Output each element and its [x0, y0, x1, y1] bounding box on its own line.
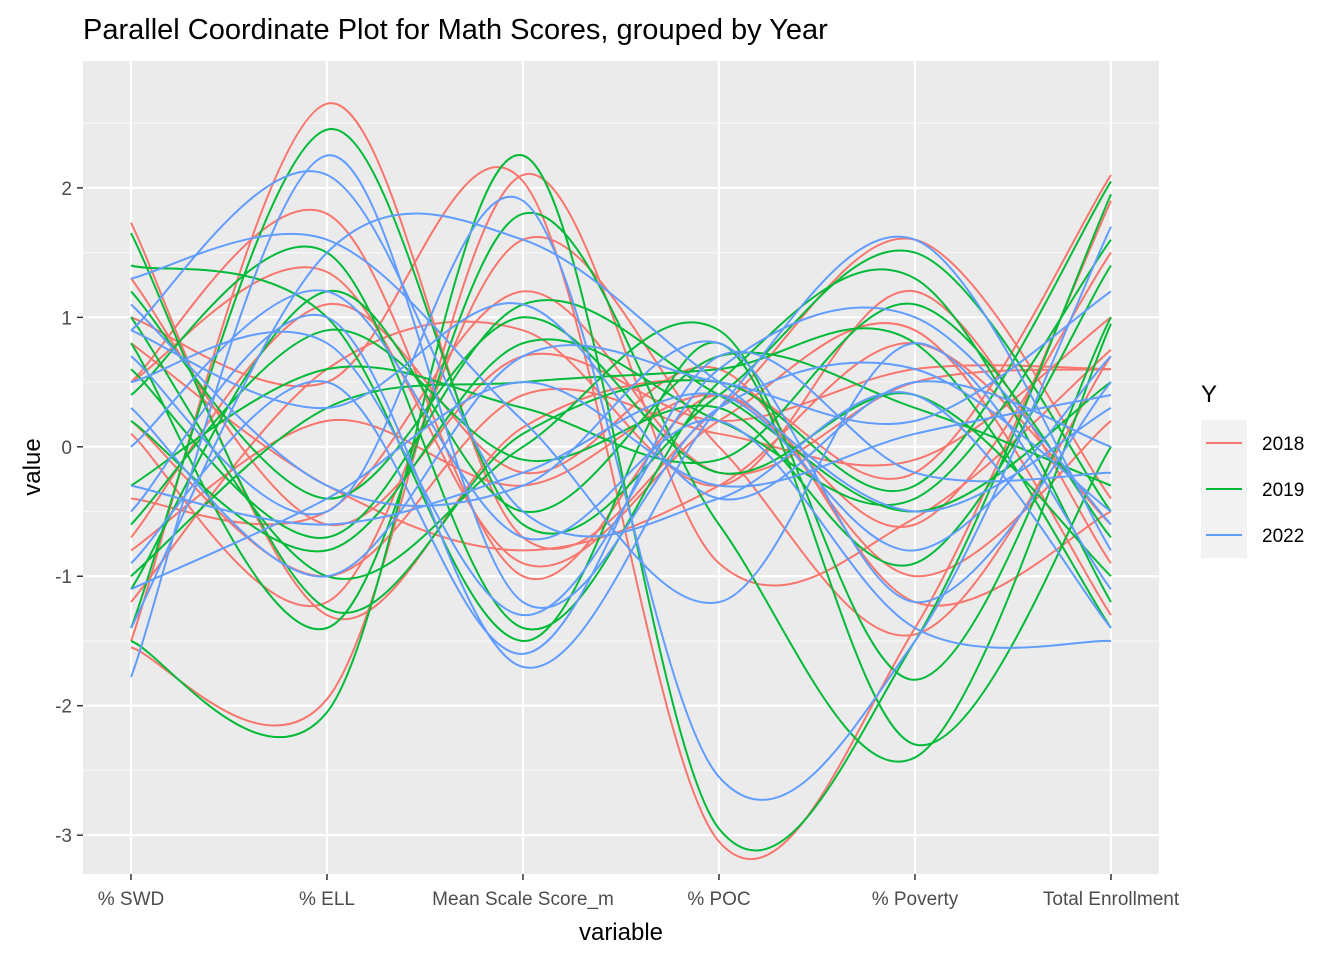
y-tick-label: 2	[61, 179, 72, 200]
series-line-2019	[130, 212, 1112, 763]
x-axis-title: variable	[579, 919, 663, 946]
x-tick-label: Total Enrollment	[1043, 889, 1180, 910]
series-line-2022	[130, 212, 1112, 629]
series-line-2019	[130, 264, 1112, 747]
y-tick-label: -2	[55, 697, 72, 718]
x-tick-label: % ELL	[299, 889, 355, 910]
legend-label-2019: 2019	[1262, 480, 1304, 501]
series-line-2022	[130, 350, 1112, 655]
y-tick-label: 1	[61, 308, 72, 329]
legend: Y 2018 2019 2022	[1201, 381, 1304, 558]
legend-label-2022: 2022	[1262, 526, 1304, 547]
series-line-2022	[130, 355, 1112, 552]
series-line-2018	[130, 209, 1112, 581]
series-line-2022	[130, 235, 1112, 669]
x-tick-label: % POC	[687, 889, 750, 910]
series-line-2022	[130, 289, 1112, 649]
y-tick-label: 0	[61, 438, 72, 459]
x-axis-ticks: % SWD % ELL Mean Scale Score_m % POC % Pover…	[98, 874, 1180, 910]
series-line-2022	[130, 196, 1112, 801]
series-lines	[130, 102, 1112, 860]
series-line-2022	[130, 302, 1112, 501]
legend-label-2018: 2018	[1262, 434, 1304, 455]
series-line-2022	[130, 232, 1112, 604]
legend-title: Y	[1201, 381, 1217, 408]
series-line-2018	[130, 166, 1112, 860]
series-line-2019	[130, 180, 1112, 614]
x-tick-label: Mean Scale Score_m	[432, 889, 614, 910]
x-tick-label: % Poverty	[872, 889, 959, 910]
y-axis-title: value	[19, 438, 46, 495]
series-line-2019	[130, 239, 1112, 553]
series-line-2019	[130, 245, 1112, 631]
series-line-2022	[130, 381, 1112, 591]
chart-title: Parallel Coordinate Plot for Math Scores…	[83, 14, 828, 46]
series-line-2022	[130, 303, 1112, 604]
series-line-2019	[130, 154, 1112, 852]
x-tick-label: % SWD	[98, 889, 165, 910]
series-line-2022	[130, 306, 1112, 617]
series-line-2019	[130, 316, 1112, 681]
series-line-2018	[130, 173, 1112, 727]
y-tick-label: -1	[55, 567, 72, 588]
y-tick-label: -3	[55, 826, 72, 847]
y-axis-ticks: -3 -2 -1 0 1 2	[55, 179, 83, 847]
series-line-2019	[130, 299, 1112, 539]
series-line-2022	[130, 154, 1112, 678]
series-line-2022	[130, 290, 1112, 578]
series-line-2018	[130, 277, 1112, 527]
